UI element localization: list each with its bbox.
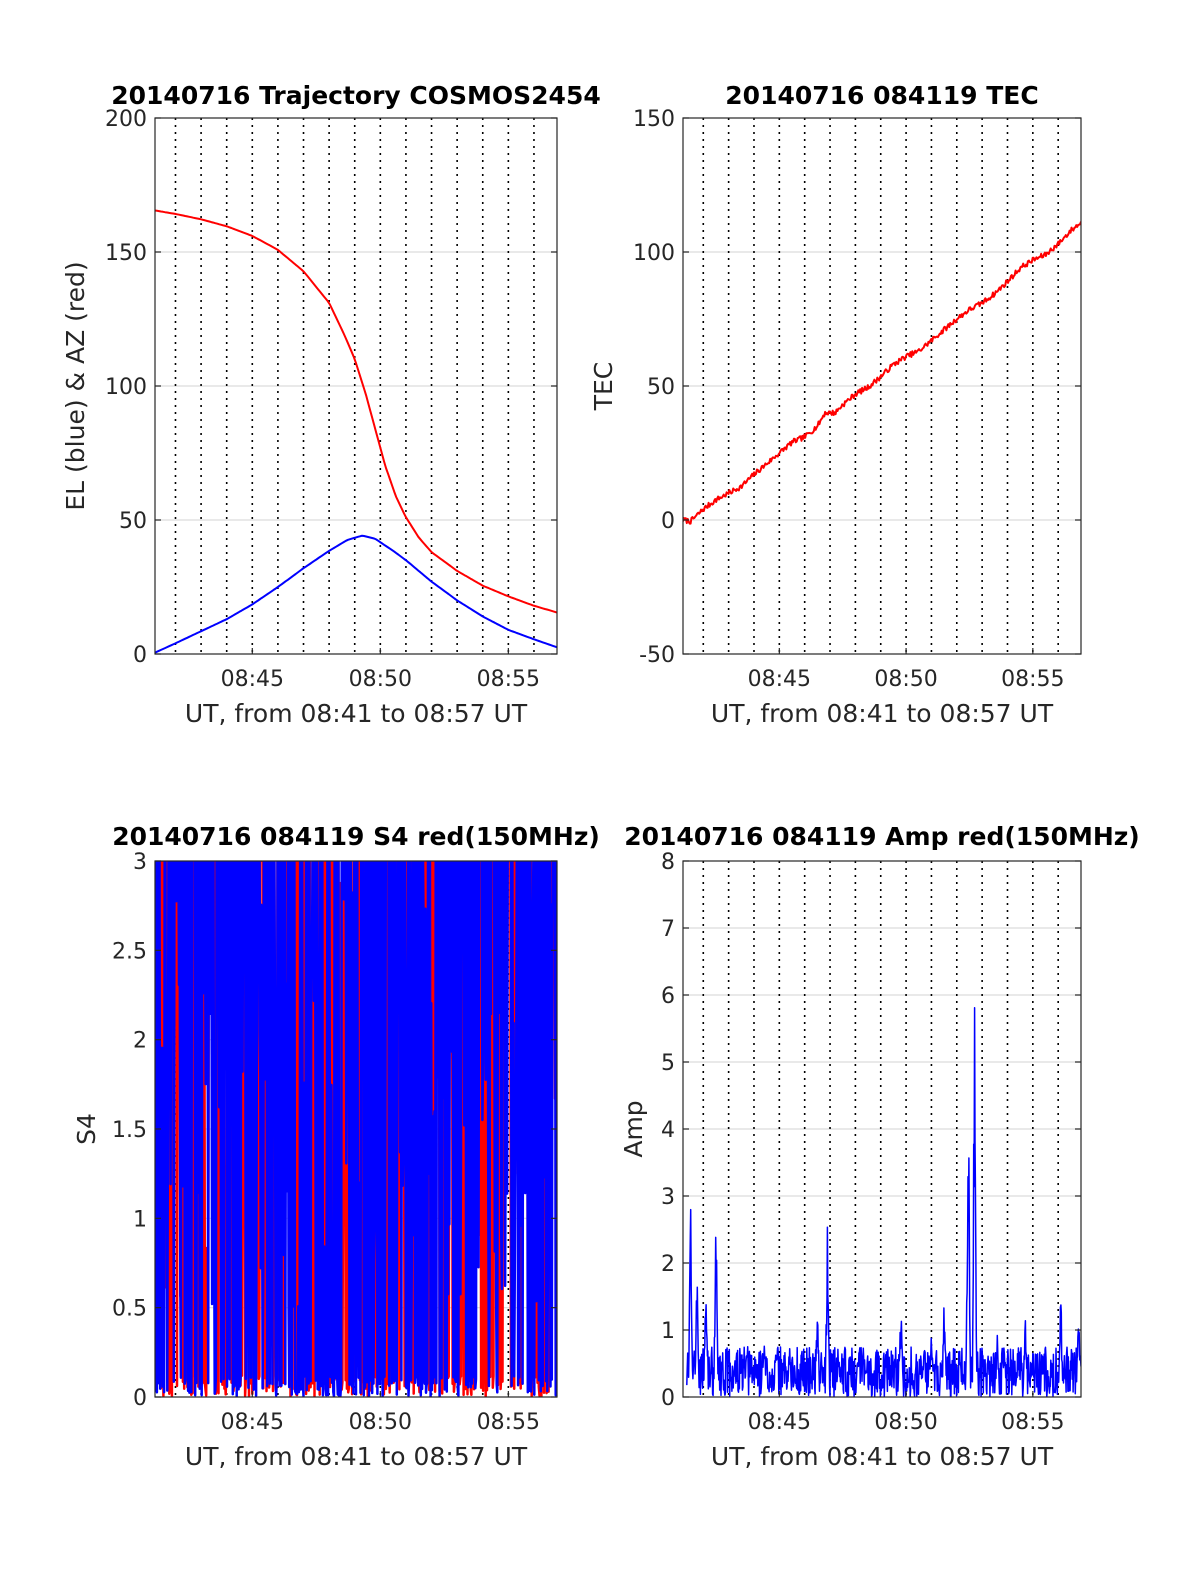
x-tick-label: 08:50 <box>874 1410 937 1435</box>
y-tick-labels: 0 50 100 150 200 <box>105 107 557 668</box>
x-tick-labels: 08:45 08:50 08:55 <box>221 1391 540 1435</box>
y-tick-labels: 0 1 2 3 4 5 6 7 8 <box>661 850 1081 1411</box>
y-tick-label: 0 <box>133 1386 147 1411</box>
x-tick-label: 08:50 <box>349 1410 412 1435</box>
series-line <box>683 221 1081 525</box>
y-tick-label: 1 <box>133 1207 147 1232</box>
y-tick-label: 8 <box>661 850 675 875</box>
y-tick-label: 2 <box>661 1252 675 1277</box>
series-line <box>155 861 557 1397</box>
panel-s4: 0 0.5 1 1.5 2 2.5 3 08:45 08:50 08:55 20140716 0… <box>72 822 600 1471</box>
series-layer <box>686 1007 1081 1397</box>
x-tick-labels: 08:45 08:50 08:55 <box>221 648 540 692</box>
y-tick-label: 2 <box>133 1029 147 1054</box>
y-tick-label: 50 <box>647 375 675 400</box>
minute-gridlines <box>174 118 535 654</box>
chart-title: 20140716 084119 Amp red(150MHz) <box>624 822 1140 851</box>
y-tick-label: 0 <box>661 509 675 534</box>
series-layer <box>155 861 557 1397</box>
series-layer <box>683 221 1081 525</box>
y-tick-label: 100 <box>633 241 675 266</box>
panel-amp: 0 1 2 3 4 5 6 7 8 08:45 08:50 08:55 20140716 08411… <box>619 822 1140 1471</box>
panel-tec: -50 0 50 100 150 08:45 08:50 08:55 20140716 08… <box>589 81 1082 728</box>
y-tick-label: 6 <box>661 984 675 1009</box>
x-tick-label: 08:50 <box>874 667 937 692</box>
x-tick-label: 08:45 <box>748 1410 811 1435</box>
y-tick-label: -50 <box>639 643 675 668</box>
y-tick-label: 0.5 <box>112 1297 147 1322</box>
panel-trajectory: 0 50 100 150 200 08:45 08:50 08:55 20140716 Tr… <box>61 81 601 728</box>
y-gridlines <box>683 927 1081 1331</box>
x-tick-label: 08:55 <box>1001 667 1064 692</box>
y-tick-label: 5 <box>661 1051 675 1076</box>
series-line <box>155 209 557 614</box>
y-axis-label: S4 <box>72 1113 101 1145</box>
y-tick-labels: 0 0.5 1 1.5 2 2.5 3 <box>112 850 557 1411</box>
y-gridlines <box>155 251 557 521</box>
x-axis-label: UT, from 08:41 to 08:57 UT <box>185 1442 528 1471</box>
series-layer <box>155 209 557 654</box>
y-axis-label: Amp <box>619 1100 648 1157</box>
x-axis-label: UT, from 08:41 to 08:57 UT <box>711 1442 1054 1471</box>
x-axis-label: UT, from 08:41 to 08:57 UT <box>185 699 528 728</box>
y-tick-label: 4 <box>661 1118 675 1143</box>
y-tick-label: 50 <box>119 509 147 534</box>
x-tick-label: 08:45 <box>748 667 811 692</box>
y-tick-label: 0 <box>133 643 147 668</box>
chart-title: 20140716 084119 TEC <box>725 81 1038 110</box>
chart-title: 20140716 084119 S4 red(150MHz) <box>112 822 600 851</box>
series-line <box>686 1007 1081 1397</box>
x-tick-label: 08:55 <box>1001 1410 1064 1435</box>
y-tick-label: 0 <box>661 1386 675 1411</box>
x-tick-label: 08:50 <box>349 667 412 692</box>
y-tick-label: 3 <box>133 850 147 875</box>
x-tick-labels: 08:45 08:50 08:55 <box>748 648 1065 692</box>
y-tick-label: 150 <box>633 107 675 132</box>
y-tick-label: 100 <box>105 375 147 400</box>
series-line <box>155 534 557 654</box>
y-axis-label: TEC <box>589 362 618 412</box>
y-tick-label: 1.5 <box>112 1118 147 1143</box>
x-tick-label: 08:45 <box>221 1410 284 1435</box>
minute-gridlines <box>702 861 1059 1397</box>
y-tick-label: 150 <box>105 241 147 266</box>
y-tick-label: 2.5 <box>112 939 147 964</box>
y-tick-label: 200 <box>105 107 147 132</box>
x-tick-label: 08:55 <box>477 667 540 692</box>
y-tick-labels: -50 0 50 100 150 <box>633 107 1081 668</box>
x-tick-label: 08:55 <box>477 1410 540 1435</box>
y-tick-label: 1 <box>661 1319 675 1344</box>
y-axis-label: EL (blue) & AZ (red) <box>61 261 90 510</box>
x-axis-label: UT, from 08:41 to 08:57 UT <box>711 699 1054 728</box>
minute-gridlines <box>702 118 1059 654</box>
x-tick-labels: 08:45 08:50 08:55 <box>748 1391 1065 1435</box>
y-tick-label: 7 <box>661 917 675 942</box>
y-gridlines <box>683 251 1081 521</box>
y-tick-label: 3 <box>661 1185 675 1210</box>
chart-title: 20140716 Trajectory COSMOS2454 <box>111 81 601 110</box>
x-tick-label: 08:45 <box>221 667 284 692</box>
